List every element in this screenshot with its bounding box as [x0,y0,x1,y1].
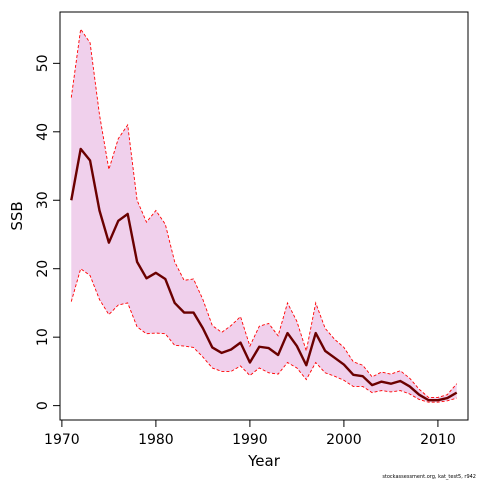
x-tick-label: 1980 [138,432,174,448]
ssb-estimate-line [70,147,458,402]
y-tick-label: 0 [35,401,51,410]
x-tick-label: 2000 [326,432,362,448]
confidence-band [71,29,457,403]
lower-bound-line [70,267,457,403]
y-tick-label: 10 [35,328,51,346]
upper-bound-line [70,27,458,398]
x-axis: 1970 1980 1990 2000 2010 [44,419,456,448]
y-axis: 0 10 20 30 40 50 [35,54,61,410]
x-tick-label: 1990 [232,432,268,448]
y-axis-title: SSB [8,201,26,230]
y-tick-label: 30 [35,191,51,209]
y-tick-label: 50 [35,54,51,72]
y-tick-label: 20 [35,260,51,278]
y-tick-label: 40 [35,123,51,141]
x-tick-label: 1970 [44,432,80,448]
x-axis-title: Year [247,452,281,470]
x-tick-label: 2010 [420,432,456,448]
footer-credit: stockassessment.org, kat_test5, r942 [382,474,476,480]
